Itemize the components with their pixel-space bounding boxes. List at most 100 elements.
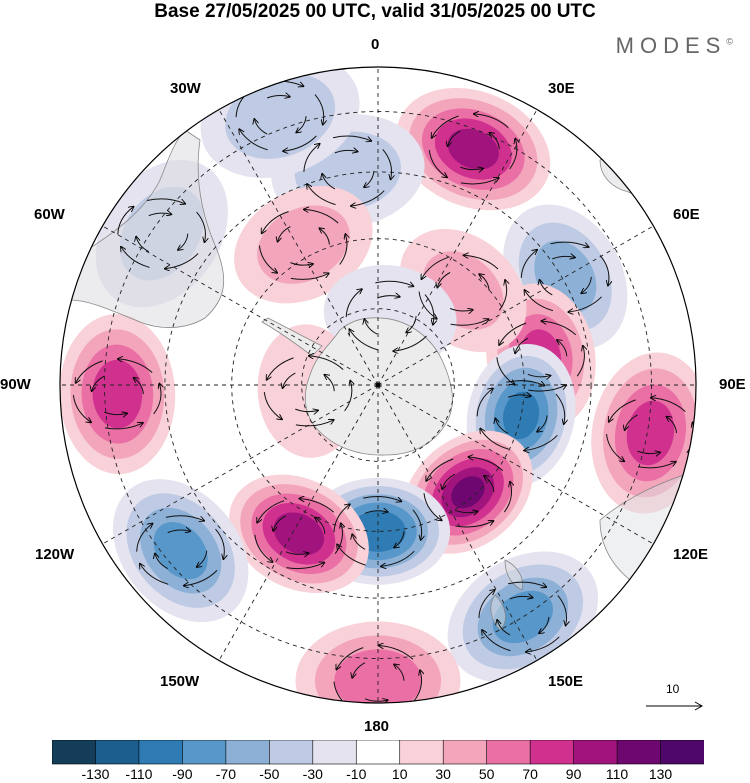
- wind-arrow: [484, 476, 495, 493]
- colorbar-swatch: [225, 740, 270, 765]
- wind-arrow: [290, 263, 313, 266]
- wind-arrow: [503, 482, 511, 513]
- wind-arrow: [104, 423, 143, 430]
- colorbar-tick-label: 50: [478, 766, 495, 782]
- colorbar-tick-label: 130: [648, 766, 673, 782]
- colorbar: [52, 740, 704, 765]
- wind-arrow: [136, 237, 150, 253]
- wind-arrow: [581, 276, 592, 293]
- anomaly-contour: [626, 400, 675, 466]
- lon-label-180: 180: [364, 718, 390, 735]
- wind-arrow: [555, 393, 565, 424]
- wind-arrow: [153, 384, 161, 415]
- anomaly-contour: [502, 391, 540, 440]
- wind-arrow: [334, 523, 342, 555]
- lon-label-150e: 150E: [548, 673, 584, 690]
- wind-arrow: [325, 375, 335, 392]
- colorbar-tick-label: -110: [125, 766, 153, 782]
- wind-arrow: [118, 359, 153, 373]
- colorbar-tick-label: -130: [81, 766, 110, 782]
- wind-arrow: [606, 433, 625, 461]
- wind-arrow: [497, 620, 511, 636]
- wind-arrow: [366, 710, 404, 716]
- wind-arrow: [333, 681, 352, 703]
- wind-arrow: [364, 170, 375, 187]
- colorbar-swatch: [660, 740, 704, 765]
- wind-arrow: [197, 550, 208, 567]
- wind-arrow: [528, 385, 566, 392]
- wind-arrow: [286, 563, 325, 570]
- lon-label-30w: 30W: [170, 80, 201, 97]
- wind-arrow: [352, 662, 366, 678]
- wind-arrow: [333, 504, 350, 533]
- wind-arrow: [499, 322, 527, 345]
- colorbar-tick-label: -10: [346, 766, 367, 782]
- colorbar-swatch: [399, 740, 444, 765]
- wind-arrow: [315, 518, 326, 534]
- wind-arrow: [165, 253, 199, 269]
- colorbar-swatch: [95, 740, 140, 765]
- anomaly-contour: [451, 476, 485, 509]
- wind-arrow: [257, 500, 285, 523]
- wind-arrow: [638, 462, 676, 469]
- wind-arrow: [557, 595, 567, 625]
- meridian-line: [377, 384, 654, 545]
- wind-arrow: [267, 357, 294, 380]
- wind-arrow: [337, 545, 366, 566]
- wind-arrow: [285, 552, 309, 555]
- wind-arrow: [263, 392, 282, 419]
- wind-arrow: [509, 596, 533, 599]
- wind-arrow: [349, 329, 378, 351]
- wind-arrow: [550, 241, 589, 247]
- wind-arrow: [495, 419, 509, 434]
- lon-label-90e: 90E: [719, 376, 746, 393]
- wind-arrow: [432, 115, 459, 138]
- wind-arrow: [542, 321, 577, 336]
- colorbar-tick-label: -90: [172, 766, 193, 782]
- wind-arrow: [625, 414, 638, 430]
- wind-arrow: [576, 346, 584, 377]
- brand-name: MODES: [615, 33, 727, 58]
- wind-arrow: [527, 374, 551, 377]
- wind-arrow: [667, 417, 677, 434]
- wind-arrow: [364, 511, 388, 514]
- wind-arrow: [215, 528, 225, 559]
- wind-arrow: [599, 255, 609, 285]
- colorbar-tick-label: -30: [302, 766, 323, 782]
- wind-arrow: [637, 451, 661, 453]
- wind-arrow: [379, 646, 414, 660]
- wind-arrow: [482, 630, 511, 652]
- wind-arrow: [394, 531, 405, 547]
- wind-arrow: [478, 590, 495, 618]
- wind-arrow: [303, 144, 320, 172]
- wind-arrow: [454, 510, 478, 513]
- south-pole-marker: [375, 382, 381, 388]
- reference-vector-label: 10: [666, 682, 680, 696]
- wind-arrow: [76, 360, 103, 383]
- wind-arrow: [480, 429, 509, 450]
- wind-arrow: [72, 395, 91, 422]
- wind-arrow: [351, 190, 385, 206]
- wind-arrow: [104, 412, 127, 415]
- colorbar-tick-label: 10: [391, 766, 408, 782]
- colorbar-swatch: [269, 740, 314, 765]
- wind-arrow: [283, 135, 317, 151]
- wind-streamlines: [72, 80, 694, 716]
- lon-label-60w: 60W: [34, 206, 65, 223]
- wind-arrow: [525, 290, 554, 312]
- wind-arrow: [290, 273, 329, 280]
- wind-arrow: [262, 211, 289, 234]
- wind-arrow: [406, 316, 417, 332]
- wind-arrow: [334, 150, 358, 153]
- wind-arrow: [375, 280, 413, 286]
- wind-arrow: [363, 496, 401, 502]
- reference-arrow-icon: [646, 701, 704, 711]
- wind-arrow: [283, 372, 296, 388]
- colorbar-tick-label: -50: [259, 766, 280, 782]
- wind-arrow: [295, 420, 334, 427]
- wind-arrow: [464, 255, 499, 270]
- wind-arrow: [509, 139, 517, 170]
- wind-arrow: [266, 96, 290, 98]
- wind-arrow: [345, 289, 362, 318]
- anomaly-cell-8: [295, 621, 461, 703]
